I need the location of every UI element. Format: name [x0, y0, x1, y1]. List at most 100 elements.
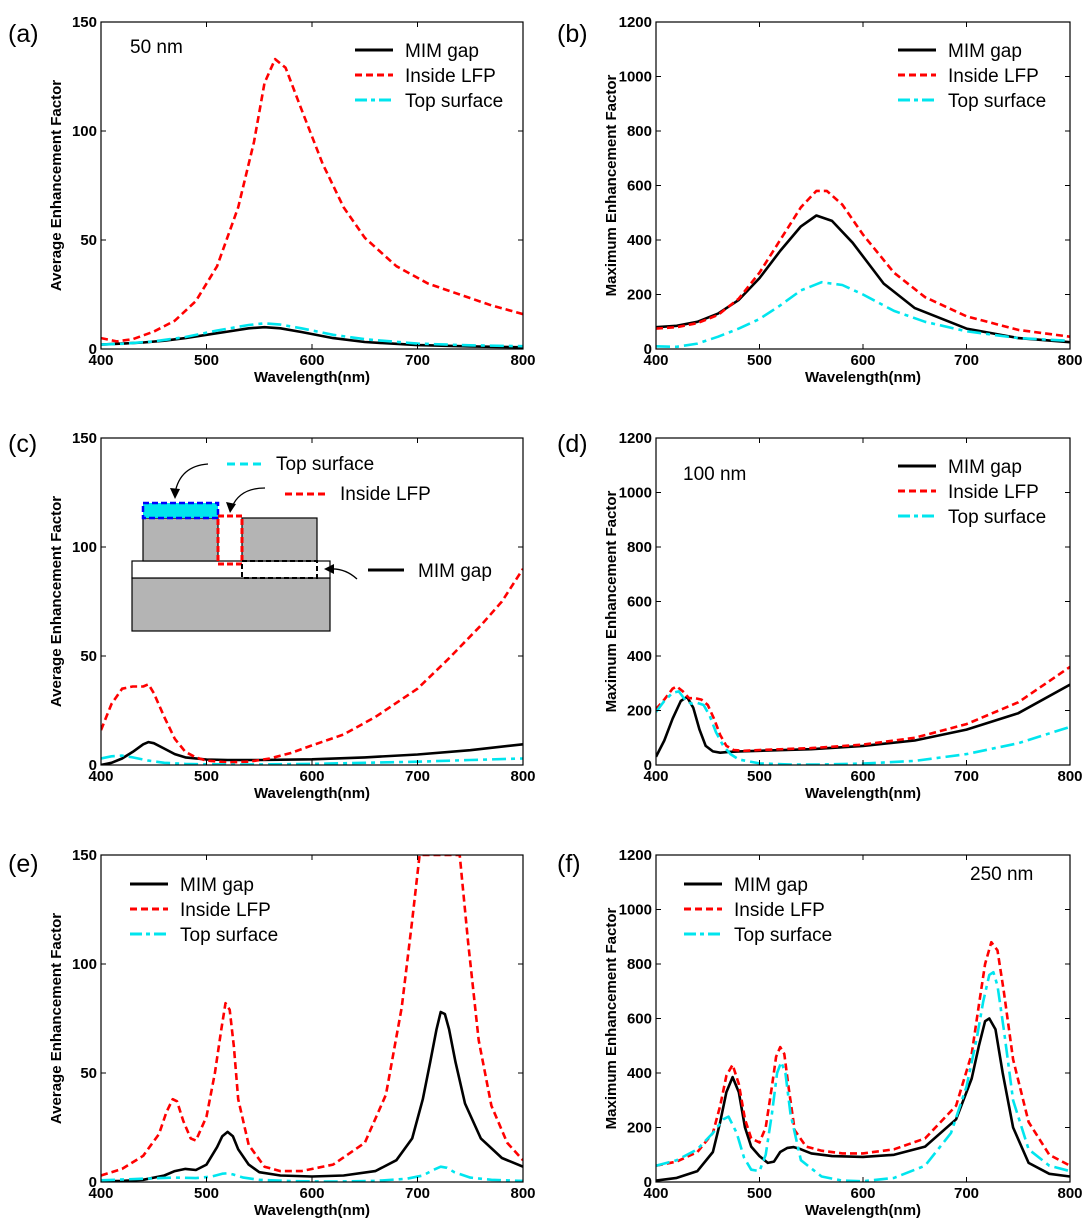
panel-f: (f) 250 nm: [557, 850, 1033, 885]
series-group-a: [101, 57, 523, 349]
plot-c: 400 500 600 700 800 0 50 100 150 Wavelength(nm) Av…: [48, 430, 536, 802]
inset-inside-lfp-region: [216, 514, 244, 566]
annotation-a: 50 nm: [130, 37, 183, 58]
legend-label-d: MIM gap: [948, 457, 1022, 478]
series-line-b-inside-lfp: [656, 189, 1070, 338]
inset-gap-arrow: [329, 568, 358, 580]
series-line-f-top-surface: [656, 970, 1070, 1182]
panel-label-c: (c): [8, 430, 37, 458]
x-tick-label-e: 800: [510, 1185, 535, 1202]
x-tick-label-e: 500: [194, 1185, 219, 1202]
y-tick-label-a: 50: [80, 232, 97, 249]
series-line-b-mim-gap: [656, 214, 1070, 344]
inset-right-block: [241, 517, 318, 562]
series-line-d-mim-gap: [656, 683, 1070, 758]
panel-e: (e): [8, 850, 39, 878]
panel-a: (a) 50 nm: [8, 20, 183, 58]
inset-top-surface-region: [141, 501, 220, 520]
series-line-f-mim-gap: [656, 1017, 1070, 1182]
x-tick-label-c: 400: [88, 768, 113, 785]
x-tick-label-a: 500: [194, 352, 219, 369]
x-axis-label-f: Wavelength(nm): [805, 1202, 921, 1219]
y-tick-label-f: 1200: [619, 847, 652, 864]
panel-c: (c) Top surface Inside LFP MIM gap: [8, 430, 492, 632]
series-line-b-top-surface: [656, 280, 1070, 349]
x-tick-label-a: 700: [405, 352, 430, 369]
x-tick-label-e: 600: [299, 1185, 324, 1202]
x-tick-label-d: 800: [1057, 768, 1082, 785]
x-tick-label-d: 500: [747, 768, 772, 785]
y-tick-label-b: 400: [627, 232, 652, 249]
x-axis-label-b: Wavelength(nm): [805, 369, 921, 386]
x-tick-label-c: 500: [194, 768, 219, 785]
inset-top-label: Top surface: [276, 454, 374, 475]
y-tick-label-d: 600: [627, 594, 652, 611]
y-tick-label-e: 0: [89, 1174, 97, 1191]
y-tick-label-f: 600: [627, 1011, 652, 1028]
y-tick-label-e: 150: [72, 847, 97, 864]
legend-label-a: Inside LFP: [405, 66, 496, 87]
plot-a: 400 500 600 700 800 0 50 100 150 Wavelength(nm) Av…: [48, 14, 536, 386]
y-tick-label-c: 100: [72, 539, 97, 556]
x-tick-label-f: 700: [954, 1185, 979, 1202]
panel-label-b: (b): [557, 20, 588, 48]
series-line-d-top-surface: [656, 690, 1070, 765]
inset-gap-arrowhead: [324, 564, 334, 574]
x-tick-label-f: 400: [643, 1185, 668, 1202]
legend-b: MIM gap Inside LFP Top surface: [898, 41, 1046, 112]
y-tick-label-b: 600: [627, 178, 652, 195]
series-group-d: [656, 665, 1070, 765]
series-line-e-inside-lfp: [101, 855, 523, 1177]
x-tick-label-d: 700: [954, 768, 979, 785]
legend-label-e: Inside LFP: [180, 900, 271, 921]
y-tick-label-f: 0: [644, 1174, 652, 1191]
y-axis-label-a: Average Enhancement Factor: [48, 80, 65, 291]
series-group-f: [656, 940, 1070, 1182]
inset-inside-label: Inside LFP: [340, 484, 431, 505]
legend-label-f: MIM gap: [734, 875, 808, 896]
legend-label-a: Top surface: [405, 91, 503, 112]
annotation-f: 250 nm: [970, 864, 1033, 885]
series-line-c-inside-lfp: [101, 568, 523, 764]
x-tick-label-b: 400: [643, 352, 668, 369]
y-tick-label-a: 0: [89, 341, 97, 358]
x-tick-label-c: 800: [510, 768, 535, 785]
plot-f: 400 500 600 700 800 0 200 400 600 800 1000 1200 Wave…: [603, 847, 1083, 1219]
inset-gap-label: MIM gap: [418, 561, 492, 582]
plot-b: 400 500 600 700 800 0 200 400 600 800 1000 1200 Wave…: [603, 14, 1083, 386]
x-tick-label-d: 400: [643, 768, 668, 785]
panel-d: (d) 100 nm: [557, 430, 746, 485]
y-tick-label-b: 800: [627, 123, 652, 140]
y-tick-label-a: 100: [72, 123, 97, 140]
y-tick-label-e: 50: [80, 1065, 97, 1082]
inset-left-block: [142, 517, 219, 562]
structure-inset: Top surface Inside LFP MIM gap: [131, 454, 492, 632]
panel-label-a: (a): [8, 20, 39, 48]
y-tick-label-d: 0: [644, 757, 652, 774]
x-tick-label-a: 600: [299, 352, 324, 369]
y-tick-label-d: 400: [627, 648, 652, 665]
y-axis-label-f: Maximum Enhancement Factor: [603, 907, 620, 1129]
legend-label-e: Top surface: [180, 925, 278, 946]
x-axis-label-a: Wavelength(nm): [254, 369, 370, 386]
legend-label-b: Top surface: [948, 91, 1046, 112]
inset-mim-gap-region: [241, 560, 318, 579]
legend-e: MIM gap Inside LFP Top surface: [130, 875, 278, 946]
x-tick-label-c: 700: [405, 768, 430, 785]
inset-inside-arrowhead: [226, 502, 236, 513]
x-tick-label-b: 700: [954, 352, 979, 369]
legend-label-a: MIM gap: [405, 41, 479, 62]
y-tick-label-f: 200: [627, 1120, 652, 1137]
y-tick-label-c: 0: [89, 757, 97, 774]
y-tick-label-b: 1000: [619, 69, 652, 86]
x-axis-label-e: Wavelength(nm): [254, 1202, 370, 1219]
series-line-a-inside-lfp: [101, 57, 523, 343]
inset-top-arrowhead: [170, 488, 180, 499]
y-tick-label-c: 150: [72, 430, 97, 447]
plot-d: 400 500 600 700 800 0 200 400 600 800 1000 1200 Wave…: [603, 430, 1083, 802]
legend-d: MIM gap Inside LFP Top surface: [898, 457, 1046, 528]
y-tick-label-f: 800: [627, 956, 652, 973]
series-line-e-mim-gap: [101, 1010, 523, 1182]
inset-top-arrow: [174, 463, 209, 494]
legend-label-f: Inside LFP: [734, 900, 825, 921]
